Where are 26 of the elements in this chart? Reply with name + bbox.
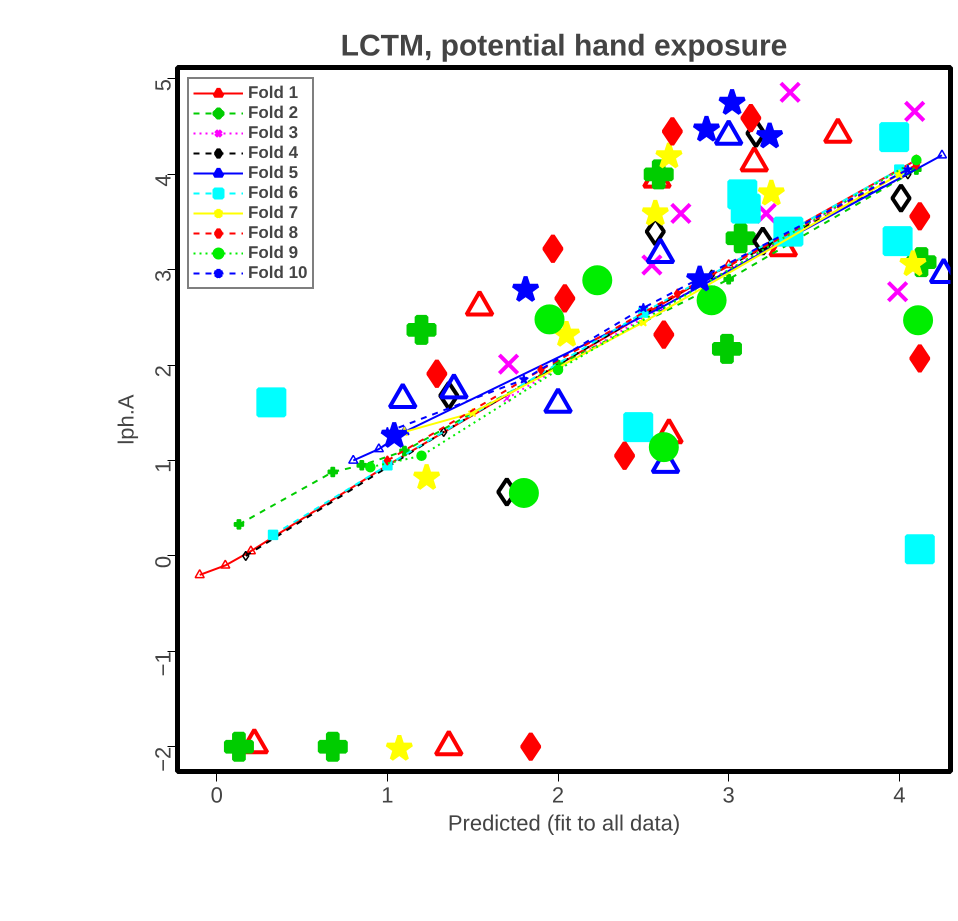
chart-title: LCTM, potential hand exposure [340, 30, 788, 62]
y-tick-label: 4 [150, 174, 176, 187]
x-tick-label: 3 [722, 782, 735, 808]
legend-label: Fold 8 [248, 223, 298, 243]
x-tick-label: 2 [552, 782, 564, 808]
legend-label: Fold 1 [248, 83, 298, 103]
y-tick-label: −2 [150, 746, 176, 772]
x-tick-label: 4 [893, 782, 906, 808]
legend-label: Fold 4 [248, 143, 298, 163]
x-axis-title: Predicted (fit to all data) [448, 810, 680, 836]
y-tick-label: 5 [150, 78, 176, 92]
legend-label: Fold 2 [248, 103, 298, 123]
legend-label: Fold 7 [248, 203, 298, 223]
legend-label: Fold 9 [248, 243, 298, 263]
x-tick-label: 0 [210, 782, 223, 808]
legend-label: Fold 3 [248, 123, 298, 143]
y-axis-title: lph.A [114, 394, 138, 445]
x-tick-label: 1 [381, 782, 394, 808]
y-tick-label: 1 [150, 460, 176, 473]
legend-label: Fold 5 [248, 163, 298, 183]
legend-label: Fold 6 [248, 183, 298, 203]
y-tick-label: −1 [150, 651, 176, 676]
legend-label: Fold 10 [248, 263, 308, 283]
y-tick-label: 0 [150, 556, 176, 568]
y-tick-label: 2 [150, 365, 176, 378]
y-tick-label: 3 [150, 270, 176, 282]
